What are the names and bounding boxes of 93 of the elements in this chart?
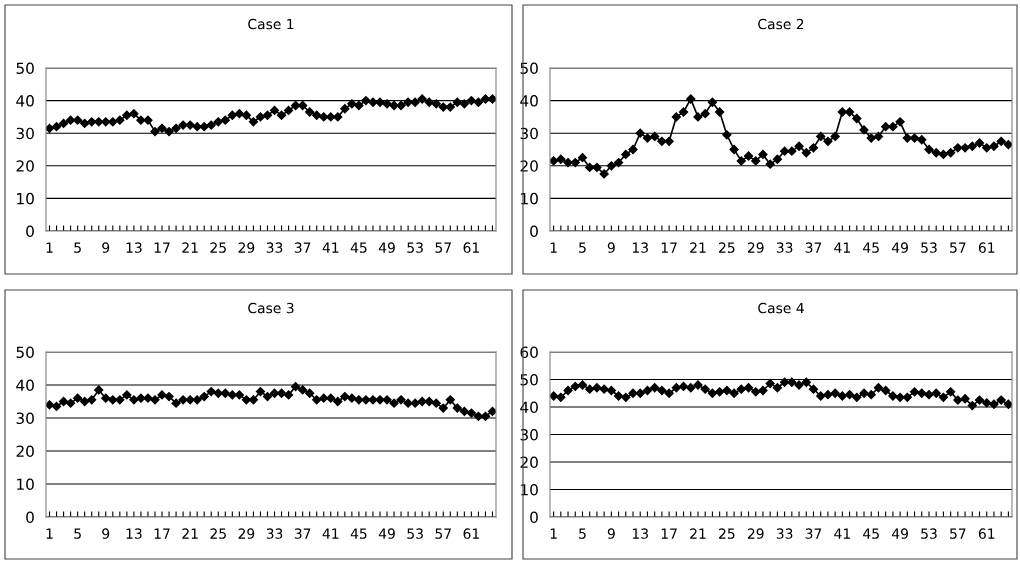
x-tick-label: 1: [46, 242, 53, 253]
x-tick-label: 49: [378, 242, 395, 253]
y-tick-label: 0: [530, 225, 538, 238]
x-tick-label: 53: [921, 528, 937, 539]
y-tick-label: 60: [520, 346, 538, 359]
x-tick-label: 25: [719, 242, 735, 253]
y-tick-label: 20: [520, 160, 538, 172]
x-tick-label: 57: [950, 242, 966, 253]
x-tick-label: 29: [747, 528, 764, 539]
x-tick-label: 37: [294, 528, 311, 539]
x-tick-label: 9: [607, 528, 615, 539]
x-tick-label: 21: [182, 242, 198, 253]
x-tick-label: 1: [550, 242, 557, 253]
y-tick-label: 40: [520, 401, 538, 414]
chart-title: Case 2: [758, 18, 804, 30]
x-tick-label: 49: [378, 528, 395, 539]
x-tick-label: 57: [950, 528, 966, 539]
y-tick-label: 0: [530, 511, 538, 524]
x-tick-label: 53: [407, 528, 423, 539]
x-tick-label: 33: [266, 528, 283, 539]
y-tick-label: 50: [16, 346, 34, 359]
x-tick-label: 9: [607, 242, 615, 253]
x-tick-label: 49: [891, 528, 908, 539]
x-tick-label: 41: [834, 242, 850, 253]
x-tick-label: 13: [632, 528, 648, 539]
y-tick-label: 30: [16, 412, 34, 425]
x-tick-label: 61: [978, 242, 995, 253]
y-tick-label: 50: [16, 62, 34, 75]
x-tick-label: 17: [154, 242, 170, 253]
x-tick-label: 17: [661, 242, 677, 253]
y-tick-label: 20: [16, 445, 34, 458]
x-tick-label: 45: [350, 528, 367, 539]
y-tick-label: 10: [521, 192, 538, 205]
x-tick-label: 29: [238, 528, 255, 539]
y-tick-label: 40: [520, 95, 538, 107]
y-tick-label: 30: [16, 127, 34, 140]
x-tick-label: 37: [805, 528, 822, 539]
x-tick-label: 1: [550, 528, 557, 539]
x-tick-label: 1: [46, 528, 53, 539]
x-tick-label: 41: [834, 528, 850, 539]
x-tick-label: 57: [435, 528, 451, 539]
y-tick-label: 10: [521, 483, 538, 496]
x-tick-label: 9: [102, 528, 110, 539]
x-tick-label: 61: [463, 242, 479, 253]
y-tick-label: 0: [26, 225, 34, 238]
y-tick-label: 20: [520, 456, 538, 469]
y-tick-label: 40: [16, 379, 34, 392]
x-tick-label: 21: [690, 528, 706, 539]
x-tick-label: 5: [579, 242, 586, 253]
x-tick-label: 25: [719, 528, 735, 539]
x-tick-label: 41: [322, 242, 339, 253]
y-tick-label: 10: [17, 478, 34, 491]
y-tick-label: 10: [17, 192, 34, 205]
x-tick-label: 33: [776, 242, 793, 253]
y-tick-label: 0: [26, 511, 34, 524]
x-tick-label: 45: [863, 528, 879, 539]
y-tick-label: 30: [520, 127, 538, 140]
x-tick-label: 9: [102, 242, 110, 253]
x-tick-label: 53: [921, 242, 937, 253]
x-tick-label: 45: [350, 242, 367, 253]
x-tick-label: 61: [978, 528, 995, 539]
y-tick-label: 30: [520, 428, 538, 441]
chart-title: Case 4: [758, 302, 804, 314]
x-tick-label: 13: [126, 528, 142, 539]
y-tick-label: 20: [16, 160, 34, 172]
x-tick-label: 21: [182, 528, 198, 539]
y-tick-label: 50: [520, 62, 538, 75]
x-tick-label: 53: [407, 242, 423, 253]
chart-title: Case 3: [248, 302, 294, 314]
x-tick-label: 25: [210, 242, 226, 253]
y-tick-label: 50: [520, 373, 538, 386]
x-tick-label: 29: [747, 242, 764, 253]
x-tick-label: 29: [238, 242, 255, 253]
x-tick-label: 5: [74, 528, 81, 539]
x-tick-label: 37: [294, 242, 311, 253]
x-tick-label: 49: [891, 242, 908, 253]
x-tick-label: 21: [690, 242, 706, 253]
y-tick-label: 40: [16, 95, 34, 107]
x-tick-label: 57: [435, 242, 451, 253]
x-tick-label: 17: [154, 528, 170, 539]
x-tick-label: 13: [126, 242, 142, 253]
x-tick-label: 5: [579, 528, 586, 539]
x-tick-label: 41: [322, 528, 339, 539]
x-tick-label: 61: [463, 528, 479, 539]
x-tick-label: 25: [210, 528, 226, 539]
x-tick-label: 13: [632, 242, 648, 253]
x-tick-label: 33: [266, 242, 283, 253]
x-tick-label: 45: [863, 242, 879, 253]
x-tick-label: 5: [74, 242, 81, 253]
x-tick-label: 33: [776, 528, 793, 539]
x-tick-label: 17: [661, 528, 677, 539]
chart-title: Case 1: [248, 18, 294, 30]
x-tick-label: 37: [805, 242, 822, 253]
